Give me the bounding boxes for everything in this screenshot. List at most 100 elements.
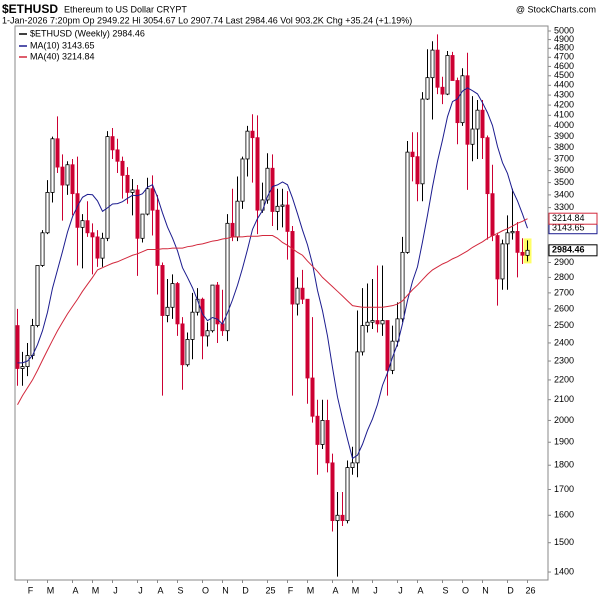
x-tick-label: A: [157, 585, 163, 595]
value-badge: [548, 212, 598, 225]
info-line: 1-Jan-2026 7:20pm Op 2949.22 Hi 3054.67 …: [2, 15, 412, 25]
candle-body: [165, 306, 170, 316]
y-tick-label: 2800: [554, 272, 574, 282]
candle-body: [305, 298, 310, 379]
candle-body: [395, 318, 400, 342]
candle-body: [185, 339, 190, 366]
candle-body: [120, 160, 125, 176]
candle-body: [55, 138, 60, 168]
candle-body: [105, 136, 110, 239]
candle-body: [145, 188, 150, 215]
candle-body: [340, 514, 345, 522]
candle-body: [250, 130, 255, 139]
candle-body: [295, 287, 300, 305]
candle-body: [345, 467, 350, 522]
value-badge-label: 2984.46: [552, 245, 585, 255]
candle-body: [280, 204, 285, 207]
candle-body: [485, 137, 490, 195]
candle-body: [410, 151, 415, 158]
value-badge-label: 3143.65: [552, 223, 585, 233]
candle-body: [115, 149, 120, 162]
candle-body: [275, 205, 280, 212]
x-tick-label: J: [138, 585, 143, 595]
candle-body: [225, 222, 230, 332]
candle-body: [230, 222, 235, 238]
candle-body: [130, 189, 135, 193]
candle-body: [450, 55, 455, 81]
candle-body: [200, 298, 205, 337]
x-tick-label: D: [242, 585, 249, 595]
candle-body: [235, 200, 240, 238]
y-tick-label: 1400: [554, 566, 574, 576]
candle-body: [50, 138, 55, 193]
candle-body: [175, 283, 180, 325]
y-tick-label: 4700: [554, 52, 574, 62]
y-tick-label: 4000: [554, 120, 574, 130]
candle-body: [310, 377, 315, 417]
candle-body: [390, 340, 395, 371]
y-tick-label: 3700: [554, 153, 574, 163]
candle-body: [35, 265, 40, 326]
candle-body: [85, 220, 90, 234]
candle-body: [190, 311, 195, 340]
candle-body: [270, 167, 275, 212]
candle-body: [90, 232, 95, 238]
candle-body: [405, 151, 410, 253]
candle-body: [290, 231, 295, 305]
x-tick-label: S: [177, 585, 183, 595]
candle-body: [430, 49, 435, 79]
y-tick-label: 3500: [554, 177, 574, 187]
x-tick-label: F: [288, 585, 294, 595]
candle-body: [20, 366, 25, 369]
legend-entry: MA(40) 3214.84: [30, 51, 95, 61]
x-tick-label: N: [482, 585, 489, 595]
x-tick-label: M: [307, 585, 315, 595]
ma-line: [17, 87, 528, 460]
candle-body: [365, 321, 370, 326]
candle-body: [415, 156, 420, 185]
y-tick-label: 2400: [554, 337, 574, 347]
candle-body: [65, 164, 70, 186]
candle-body: [420, 98, 425, 185]
candle-body: [475, 109, 480, 130]
candle-body: [315, 415, 320, 445]
legend-entry: MA(10) 3143.65: [30, 40, 95, 50]
candle-body: [330, 462, 335, 522]
y-tick-label: 4300: [554, 89, 574, 99]
candle-body: [445, 55, 450, 95]
candle-body: [355, 351, 360, 464]
candle-body: [205, 330, 210, 337]
y-tick-label: 3400: [554, 189, 574, 199]
x-tick-label: 26: [525, 585, 535, 595]
candle-body: [335, 514, 340, 522]
candle-body: [70, 164, 75, 195]
y-tick-label: 2200: [554, 374, 574, 384]
candle-body: [455, 80, 460, 124]
x-tick-label: A: [417, 585, 423, 595]
x-tick-label: M: [352, 585, 360, 595]
x-tick-label: J: [373, 585, 378, 595]
x-tick-label: A: [332, 585, 338, 595]
y-tick-label: 1700: [554, 484, 574, 494]
y-tick-label: 4400: [554, 80, 574, 90]
candle-body: [125, 174, 130, 193]
y-tick-label: 1900: [554, 437, 574, 447]
y-tick-label: 4900: [554, 34, 574, 44]
candle-body: [520, 251, 525, 256]
value-badge: [548, 244, 598, 257]
candle-body: [440, 86, 445, 95]
candle-body: [160, 265, 165, 316]
candle-body: [95, 236, 100, 259]
y-tick-label: 2700: [554, 287, 574, 297]
candle-body: [500, 243, 505, 280]
legend-entry: $ETHUSD (Weekly) 2984.46: [30, 28, 145, 38]
y-tick-label: 3300: [554, 202, 574, 212]
candle-body: [220, 323, 225, 332]
y-tick-label: 4500: [554, 70, 574, 80]
ma-line: [17, 218, 528, 406]
candle-body: [210, 284, 215, 332]
y-tick-label: 2100: [554, 394, 574, 404]
candle-body: [155, 209, 160, 266]
